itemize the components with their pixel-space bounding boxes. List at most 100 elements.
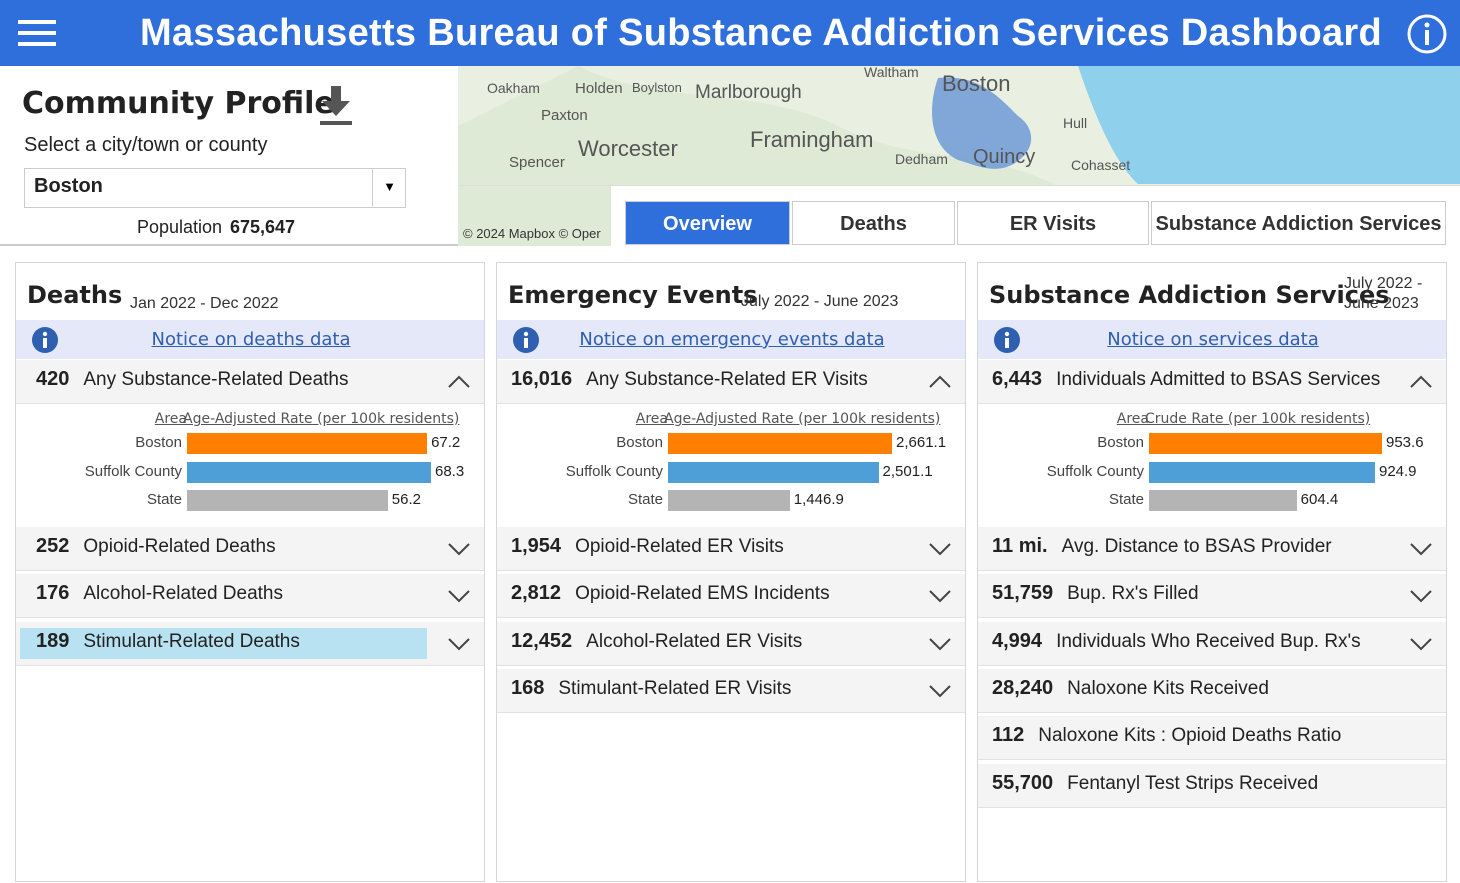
metric-label: Opioid-Related Deaths [83, 536, 276, 557]
metric-label: Any Substance-Related ER Visits [586, 369, 868, 390]
metric-text: 1,954 Opioid-Related ER Visits [511, 535, 784, 558]
metric-value: 6,443 [992, 368, 1043, 390]
expand-chevron[interactable] [1409, 589, 1433, 603]
map-place-label: Cohasset [1071, 157, 1131, 173]
bar [1149, 490, 1297, 511]
panel-title: Deaths [27, 281, 123, 309]
bar-value-label: 1,446.9 [793, 491, 844, 508]
bar [1149, 433, 1382, 454]
metric-text: 112 Naloxone Kits : Opioid Deaths Ratio [992, 724, 1341, 747]
bar [668, 490, 790, 511]
map-place-label: Boston [942, 71, 1011, 96]
dropdown-arrow[interactable]: ▼ [372, 168, 406, 206]
metric-row [978, 360, 1446, 404]
map-edge [458, 185, 1460, 186]
bar-category: State [627, 491, 663, 508]
chart-axis-label: Area [154, 411, 187, 427]
metric-text: 11 mi. Avg. Distance to BSAS Provider [992, 535, 1332, 558]
map-place-label: Dedham [895, 151, 948, 167]
bar-value-label: 924.9 [1378, 462, 1417, 480]
metric-value: 420 [36, 368, 70, 390]
metric-text: 168 Stimulant-Related ER Visits [511, 677, 791, 700]
metric-row [16, 527, 484, 571]
map-place-label: Quincy [973, 146, 1036, 168]
metric-row [497, 360, 965, 404]
metric-value: 4,994 [992, 629, 1043, 652]
bar-category: Suffolk County [84, 462, 182, 480]
panel [496, 262, 966, 882]
bar-category: Boston [1097, 434, 1144, 451]
metric-row [978, 668, 1446, 713]
metric-label: Opioid-Related ER Visits [575, 536, 784, 557]
expand-chevron[interactable] [928, 589, 952, 603]
metric-row [978, 574, 1446, 619]
metric-label: Stimulant-Related Deaths [83, 630, 300, 652]
bar [1149, 461, 1375, 483]
bar-category: State [1108, 491, 1144, 508]
metric-value: 189 [36, 629, 70, 652]
metric-label: Individuals Who Received Bup. Rx's [1056, 630, 1361, 652]
map-place-label: Marlborough [695, 82, 802, 103]
bar-category: Boston [616, 434, 663, 451]
expand-chevron[interactable] [928, 542, 952, 556]
profile-prompt: Select a city/town or county [24, 134, 268, 156]
metric-value: 168 [511, 676, 545, 699]
expand-chevron[interactable] [447, 542, 471, 556]
info-icon[interactable] [993, 326, 1021, 354]
chart-rate-label: Crude Rate (per 100k residents) [1145, 411, 1371, 427]
metric-text: 420 Any Substance-Related Deaths [36, 368, 348, 391]
metric-value: 112 [992, 724, 1025, 747]
metric-text: 189 Stimulant-Related Deaths [36, 630, 300, 653]
info-icon[interactable] [31, 326, 59, 354]
bar-value-label: 56.2 [391, 491, 421, 508]
panel-period: July 2022 - June 2023 [1344, 275, 1423, 312]
bar-category: State [146, 491, 182, 508]
expand-chevron[interactable] [928, 637, 952, 651]
metric-row [16, 574, 484, 619]
notice-link[interactable]: Notice on services data [1107, 329, 1319, 350]
metric-row [978, 763, 1446, 808]
expand-chevron[interactable] [447, 637, 471, 651]
metric-row [497, 621, 965, 666]
collapse-chevron[interactable] [447, 375, 471, 389]
map-place-label: Paxton [541, 107, 588, 124]
expand-chevron[interactable] [1409, 542, 1433, 556]
bar-value-label: 604.4 [1300, 491, 1339, 508]
population-value: 675,647 [230, 217, 296, 237]
metric-row [497, 574, 965, 619]
map-attribution: © 2024 Mapbox © Oper [463, 226, 601, 241]
info-icon[interactable] [1406, 13, 1448, 55]
metric-text: 4,994 Individuals Who Received Bup. Rx's [992, 630, 1361, 653]
tab[interactable]: ER Visits [957, 201, 1149, 245]
metric-label: Avg. Distance to BSAS Provider [1061, 536, 1332, 557]
metric-label: Alcohol-Related ER Visits [586, 630, 803, 652]
metric-text: 55,700 Fentanyl Test Strips Received [992, 772, 1318, 795]
bar [187, 461, 431, 483]
menu-icon[interactable] [18, 18, 58, 50]
notice-link[interactable]: Notice on emergency events data [579, 329, 885, 350]
download-icon[interactable] [318, 84, 354, 128]
metric-text: 16,016 Any Substance-Related ER Visits [511, 368, 868, 391]
notice-link[interactable]: Notice on deaths data [151, 329, 351, 350]
location-dropdown[interactable] [24, 168, 406, 208]
expand-chevron[interactable] [447, 589, 471, 603]
selected-highlight [20, 627, 427, 659]
map-place-label: Worcester [578, 136, 678, 161]
metric-value: 2,812 [511, 582, 562, 605]
collapse-chevron[interactable] [1409, 375, 1433, 389]
chart-axis-label: Area [1116, 411, 1149, 427]
collapse-chevron[interactable] [928, 375, 952, 389]
tab[interactable]: Deaths [792, 201, 955, 245]
metric-label: Naloxone Kits : Opioid Deaths Ratio [1038, 725, 1342, 747]
metric-value: 1,954 [511, 535, 562, 557]
info-icon[interactable] [512, 326, 540, 354]
expand-chevron[interactable] [1409, 637, 1433, 651]
bar [668, 433, 892, 454]
metric-value: 51,759 [992, 582, 1054, 605]
tab[interactable]: Overview [625, 201, 790, 245]
map-place-label: Spencer [509, 154, 565, 171]
tab[interactable]: Substance Addiction Services [1151, 201, 1446, 245]
metric-label: Bup. Rx's Filled [1067, 583, 1199, 605]
bar [668, 461, 879, 483]
expand-chevron[interactable] [928, 684, 952, 698]
